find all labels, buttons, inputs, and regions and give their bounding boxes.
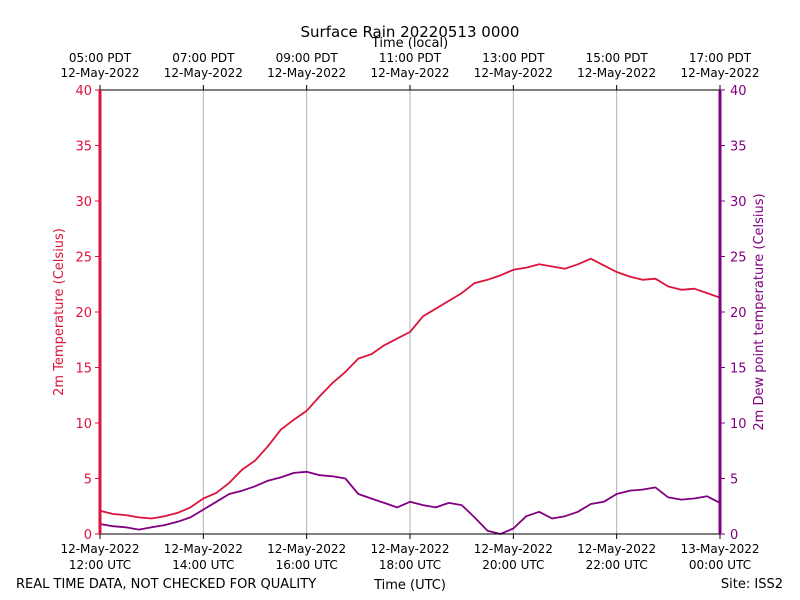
- top-tick-date-4: 12-May-2022: [474, 66, 553, 80]
- bottom-tick-time-2: 16:00 UTC: [276, 558, 338, 572]
- top-axis-label: Time (local): [371, 36, 448, 51]
- right-y-axis-label: 2m Dew point temperature (Celsius): [752, 193, 767, 430]
- right-tick-label-4: 20: [730, 306, 747, 321]
- bottom-tick-time-3: 18:00 UTC: [379, 558, 441, 572]
- bottom-tick-time-4: 20:00 UTC: [482, 558, 544, 572]
- bottom-tick-time-1: 14:00 UTC: [172, 558, 234, 572]
- temperature-series-line: [99, 257, 721, 520]
- top-tick-date-5: 12-May-2022: [577, 66, 656, 80]
- top-tick-time-5: 15:00 PDT: [586, 51, 649, 65]
- right-tick-label-0: 0: [730, 528, 738, 543]
- top-tick-time-6: 17:00 PDT: [689, 51, 752, 65]
- top-tick-date-6: 12-May-2022: [680, 66, 759, 80]
- right-tick-label-5: 25: [730, 251, 747, 266]
- left-tick-label-1: 5: [84, 473, 92, 488]
- top-tick-date-3: 12-May-2022: [370, 66, 449, 80]
- top-tick-time-2: 09:00 PDT: [276, 51, 339, 65]
- left-tick-label-3: 15: [75, 362, 92, 377]
- bottom-tick-date-1: 12-May-2022: [164, 542, 243, 556]
- top-tick-date-1: 12-May-2022: [164, 66, 243, 80]
- site-label: Site: ISS2: [721, 577, 783, 592]
- right-tick-label-8: 40: [730, 84, 747, 99]
- top-tick-time-4: 13:00 PDT: [482, 51, 545, 65]
- bottom-tick-date-4: 12-May-2022: [474, 542, 553, 556]
- right-tick-label-1: 5: [730, 473, 738, 488]
- bottom-axis-label: Time (UTC): [373, 578, 446, 593]
- bottom-tick-date-0: 12-May-2022: [60, 542, 139, 556]
- left-tick-label-6: 30: [75, 195, 92, 210]
- bottom-tick-date-5: 12-May-2022: [577, 542, 656, 556]
- right-tick-label-3: 15: [730, 362, 747, 377]
- top-tick-time-1: 07:00 PDT: [172, 51, 235, 65]
- top-tick-time-3: 11:00 PDT: [379, 51, 442, 65]
- top-tick-date-0: 12-May-2022: [60, 66, 139, 80]
- chart-title: Surface Rain 20220513 0000: [301, 23, 520, 41]
- left-y-axis-label: 2m Temperature (Celsius): [52, 228, 67, 396]
- bottom-tick-time-6: 00:00 UTC: [689, 558, 751, 572]
- bottom-tick-time-0: 12:00 UTC: [69, 558, 131, 572]
- bottom-tick-date-2: 12-May-2022: [267, 542, 346, 556]
- left-tick-label-8: 40: [75, 84, 92, 99]
- right-tick-label-7: 35: [730, 140, 747, 155]
- left-tick-label-0: 0: [84, 528, 92, 543]
- left-y-ticks: 0 5 10 15 20 25 30 35 40: [75, 84, 100, 543]
- quality-note: REAL TIME DATA, NOT CHECKED FOR QUALITY: [16, 577, 316, 592]
- left-tick-label-5: 25: [75, 251, 92, 266]
- top-tick-time-0: 05:00 PDT: [69, 51, 132, 65]
- left-tick-label-2: 10: [75, 417, 92, 432]
- left-tick-label-7: 35: [75, 140, 92, 155]
- bottom-tick-date-6: 13-May-2022: [680, 542, 759, 556]
- bottom-tick-date-3: 12-May-2022: [370, 542, 449, 556]
- right-tick-label-2: 10: [730, 417, 747, 432]
- dewpoint-series-line: [99, 470, 721, 535]
- bottom-x-ticks: 12-May-2022 12:00 UTC 12-May-2022 14:00 UTC…: [60, 534, 760, 572]
- left-tick-label-4: 20: [75, 306, 92, 321]
- top-tick-date-2: 12-May-2022: [267, 66, 346, 80]
- bottom-tick-time-5: 22:00 UTC: [586, 558, 648, 572]
- right-tick-label-6: 30: [730, 195, 747, 210]
- grid-lines: [202, 90, 618, 534]
- series-lines: [99, 257, 721, 535]
- right-y-ticks: 0 5 10 15 20 25 30 35 40: [720, 84, 747, 543]
